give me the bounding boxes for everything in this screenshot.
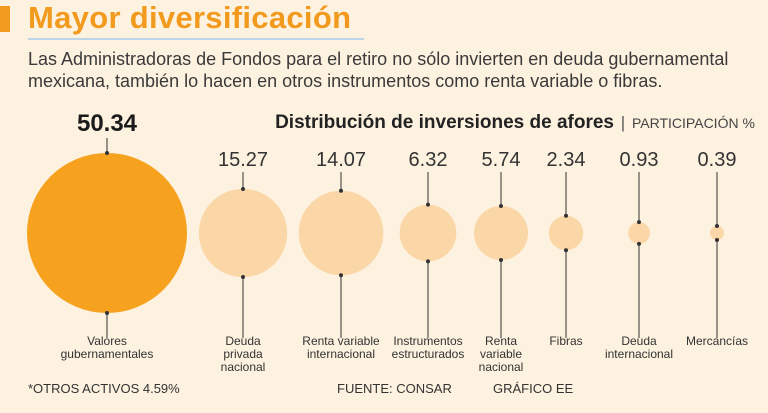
bubble [628, 222, 650, 244]
leader-dot [499, 258, 503, 263]
value-label: 6.32 [409, 149, 448, 171]
deck-text: Las Administradoras de Fondos para el re… [28, 49, 729, 91]
category-label: Mercancías [686, 334, 748, 348]
value-label: 14.07 [316, 149, 366, 171]
bubble [198, 188, 288, 278]
leader-dot [339, 273, 343, 278]
leader-dot [499, 203, 503, 208]
category-label: Deuda privada nacional [221, 334, 266, 374]
footer-note: *OTROS ACTIVOS 4.59% [28, 381, 180, 396]
category-label: Deuda internacional [605, 334, 673, 361]
chart-title: Distribución de inversiones de afores [275, 112, 614, 133]
bubble [27, 153, 187, 313]
leader-dot [241, 186, 245, 191]
value-label: 0.93 [620, 149, 659, 171]
footer-source: FUENTE: CONSAR [337, 381, 452, 396]
page-title: Mayor diversificación [28, 0, 352, 35]
value-label: 50.34 [77, 110, 138, 137]
bubble [710, 226, 724, 240]
leader-dot [715, 238, 719, 243]
value-label: 2.34 [547, 149, 586, 171]
category-label: Renta variable internacional [302, 334, 380, 361]
leader-dot [564, 248, 568, 253]
chart-unit-label: PARTICIPACIÓN % [632, 115, 755, 131]
leader-dot [339, 188, 343, 193]
value-label: 5.74 [482, 149, 521, 171]
leader-dot [637, 220, 641, 225]
leader-dot [715, 223, 719, 228]
chart-title-separator: | [621, 113, 625, 132]
title-underline [28, 38, 364, 40]
value-label: 15.27 [218, 149, 268, 171]
category-label: Valores gubernamentales [61, 334, 154, 361]
bubble [474, 206, 528, 260]
leader-dot [637, 241, 641, 246]
leader-dot [241, 275, 245, 280]
leader-dot [105, 311, 109, 315]
category-label: Renta variable nacional [479, 334, 524, 374]
bubble [548, 215, 584, 251]
leader-dot [564, 213, 568, 218]
bubble [298, 190, 384, 276]
category-label: Fibras [549, 334, 582, 348]
leader-dot [105, 151, 109, 155]
bubble [399, 204, 457, 262]
accent-bar [0, 6, 10, 32]
category-label: Instrumentos estructurados [392, 334, 465, 361]
leader-dot [426, 259, 430, 264]
leader-dot [426, 202, 430, 207]
footer-credit: GRÁFICO EE [493, 381, 574, 396]
value-label: 0.39 [698, 149, 737, 171]
